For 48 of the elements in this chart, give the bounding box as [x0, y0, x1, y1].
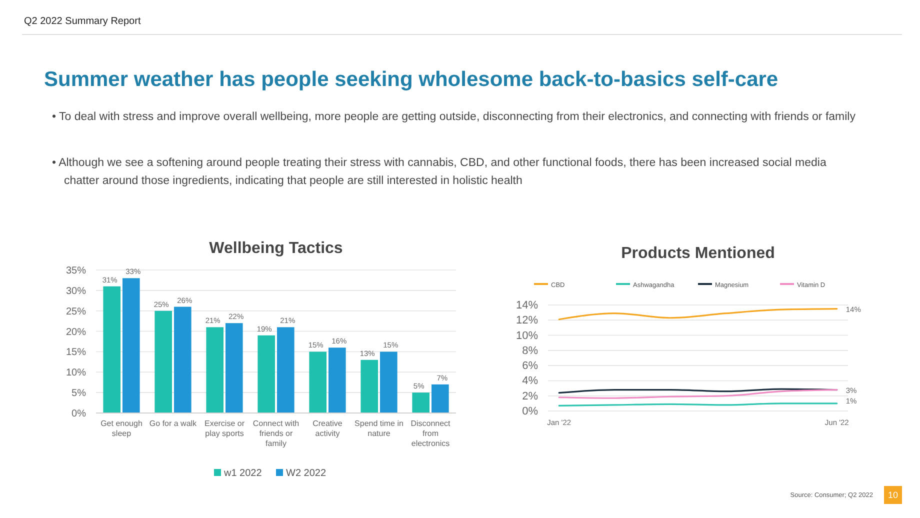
bar — [432, 384, 449, 413]
x-tick-label: Get enough sleep — [100, 419, 142, 438]
bar — [226, 323, 243, 413]
y-tick-label: 0% — [72, 408, 86, 420]
x-tick-label: Connect with friends or family — [252, 419, 300, 448]
y-tick-label: 15% — [66, 347, 86, 358]
y-tick-label: 4% — [522, 375, 538, 388]
bar — [309, 352, 326, 413]
bar — [206, 327, 224, 413]
y-tick-label: 6% — [522, 360, 538, 372]
legend-label: W2 2022 — [286, 468, 326, 479]
x-tick-label: Go for a walk — [149, 419, 198, 428]
y-tick-label: 2% — [522, 390, 538, 402]
y-tick-label: 10% — [66, 368, 86, 379]
text: Summer weather has people seeking wholesome back-to-basics self-care — [44, 68, 778, 92]
y-tick-label: 14% — [516, 300, 538, 312]
y-tick-label: 10% — [516, 330, 538, 342]
y-tick-label: 30% — [66, 286, 86, 297]
text: • To deal with stress and improve overall wellbeing, more people are getting outside, disconnecting from their electronics, and connecting with friends or family — [52, 110, 856, 125]
y-tick-label: 20% — [66, 326, 86, 338]
bar — [103, 286, 120, 413]
x-tick-label: Disconnect from electronics — [410, 419, 452, 448]
y-tick-label: 25% — [66, 306, 86, 318]
legend-label: w1 2022 — [223, 468, 262, 479]
y-tick-label: 0% — [522, 406, 538, 418]
y-tick-label: 8% — [522, 344, 538, 357]
bar — [258, 335, 275, 413]
line-series — [558, 308, 838, 320]
line-series — [558, 389, 838, 399]
bar — [277, 327, 294, 413]
y-tick-label: 35% — [66, 266, 86, 276]
x-tick-label: Exercise or play sports — [204, 419, 245, 438]
bar — [174, 306, 192, 413]
y-tick-label: 12% — [516, 314, 538, 327]
bar — [328, 348, 346, 413]
bar — [380, 352, 398, 413]
chart-title: Wellbeing Tactics — [209, 240, 343, 257]
y-tick-label: 5% — [72, 388, 86, 400]
bar — [154, 310, 172, 413]
text: 10 — [884, 486, 902, 504]
bar — [412, 392, 430, 413]
text: • Although we see a softening around people treating their stress with cannabis, CBD, and other functional foods, there has been increased social media chatter around those ingredients, indicating that people are still interested in holistic health — [52, 156, 828, 189]
text: Q2 2022 Summary Report — [24, 16, 141, 27]
chart-title: Products Mentioned — [621, 245, 775, 262]
x-tick-label: Spend time in nature — [354, 419, 404, 438]
bar — [360, 360, 378, 413]
x-tick-label: Creative activity — [312, 419, 343, 438]
bar — [122, 278, 140, 413]
